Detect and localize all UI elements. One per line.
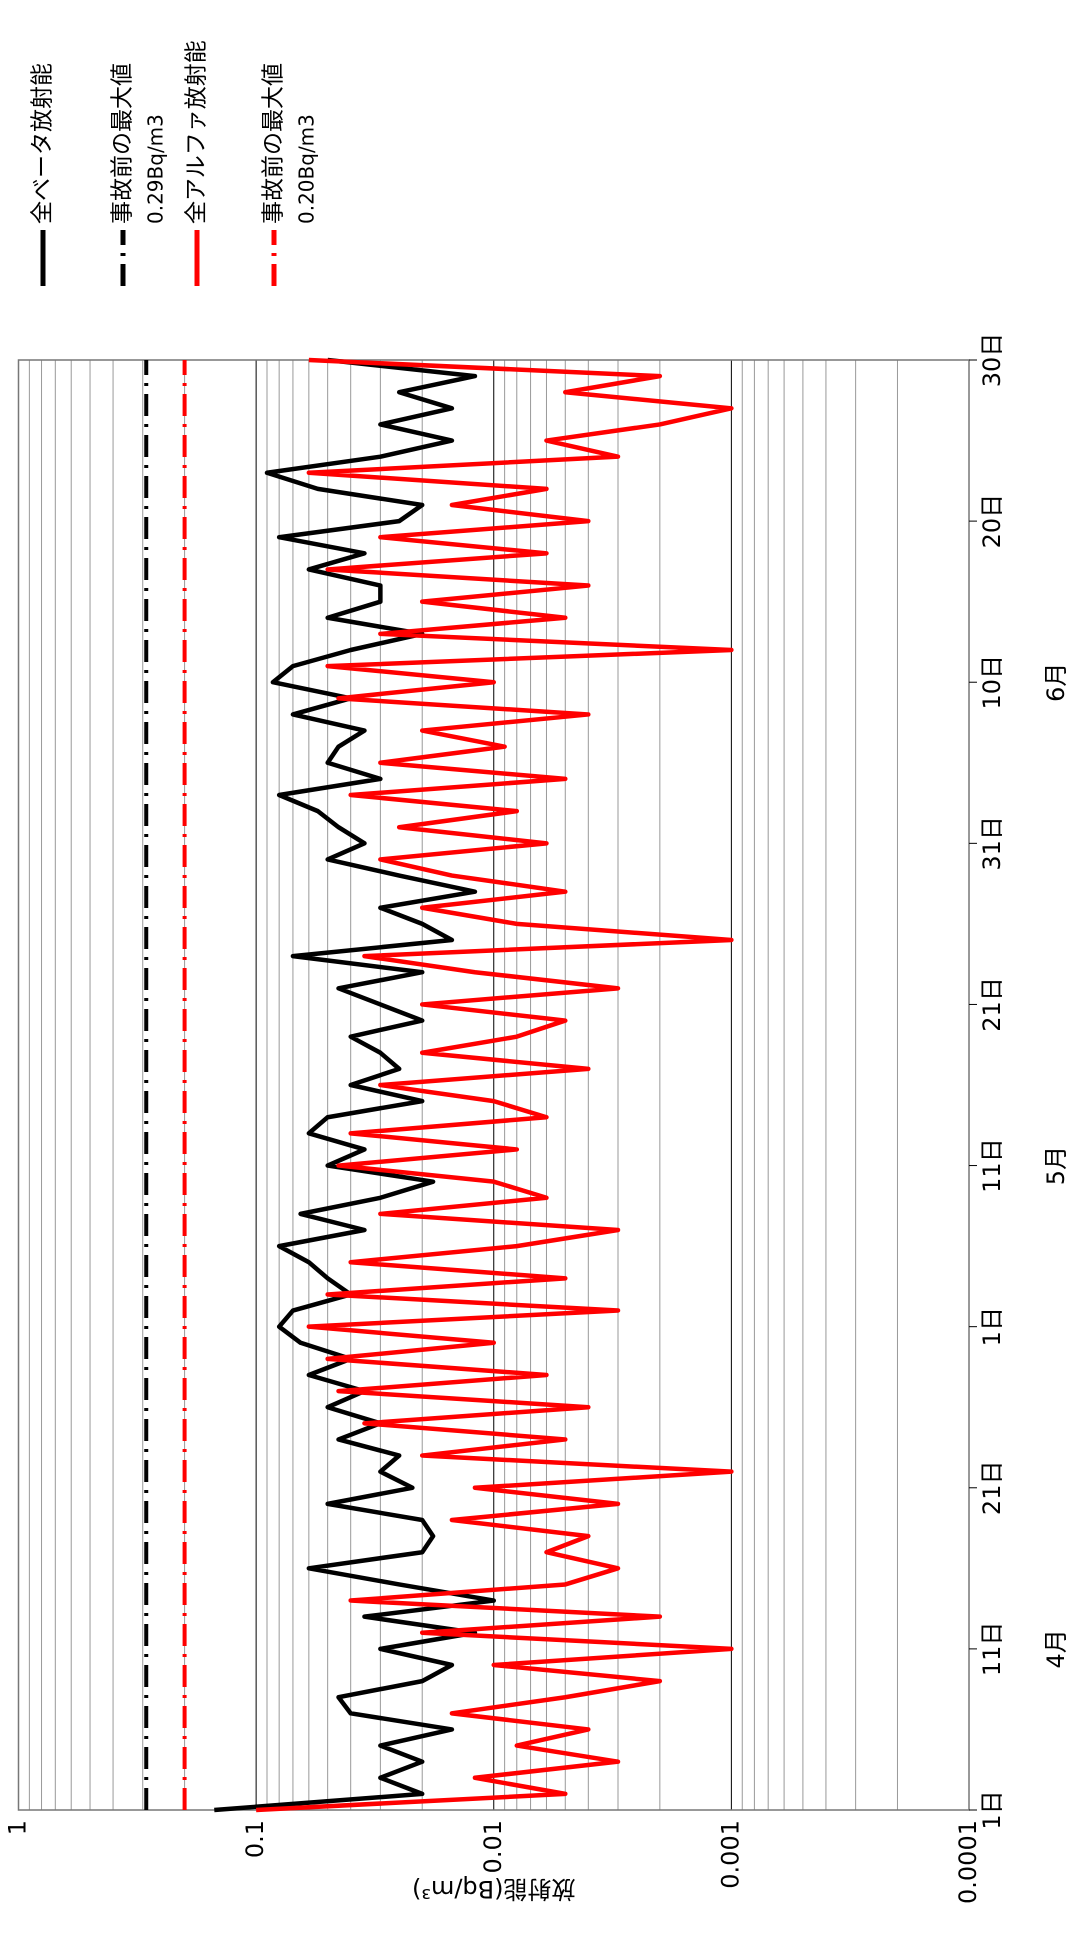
x-tick-label: 10日 <box>978 655 1006 710</box>
series-line <box>256 357 734 1813</box>
x-tick-label: 21日 <box>978 1461 1006 1516</box>
plot-frame <box>17 359 970 1811</box>
x-tick-label: 1日 <box>978 1307 1006 1346</box>
legend-label: 全ベータ放射能 <box>30 63 56 224</box>
legend-label: 全アルファ放射能 <box>184 40 210 224</box>
y-tick-label: 0.1 <box>241 1820 269 1858</box>
x-tick-label: 21日 <box>978 977 1006 1032</box>
x-tick-label: 11日 <box>978 1622 1006 1677</box>
x-tick-label: 20日 <box>978 494 1006 549</box>
x-tick-label: 11日 <box>978 1138 1006 1193</box>
legend-label: 事故前の最大値 <box>110 63 136 224</box>
x-tick-label: 30日 <box>978 333 1006 388</box>
y-tick-label: 0.01 <box>479 1820 507 1873</box>
y-axis-title: 放射能(Bq/m³) <box>412 1875 576 1903</box>
legend-sublabel: 0.29Bq/m3 <box>144 114 168 224</box>
legend-label: 事故前の最大値 <box>261 63 287 224</box>
y-tick-label: 1 <box>4 1820 32 1835</box>
y-tick-label: 0.0001 <box>954 1820 982 1904</box>
x-tick-label: 31日 <box>978 816 1006 871</box>
month-label: 5月 <box>1042 1146 1070 1185</box>
y-tick-label: 0.001 <box>716 1820 744 1889</box>
legend-sublabel: 0.20Bq/m3 <box>295 114 319 224</box>
month-label: 4月 <box>1042 1629 1070 1668</box>
x-tick-label: 1日 <box>978 1790 1006 1829</box>
month-label: 6月 <box>1042 663 1070 702</box>
series-line <box>214 357 496 1813</box>
